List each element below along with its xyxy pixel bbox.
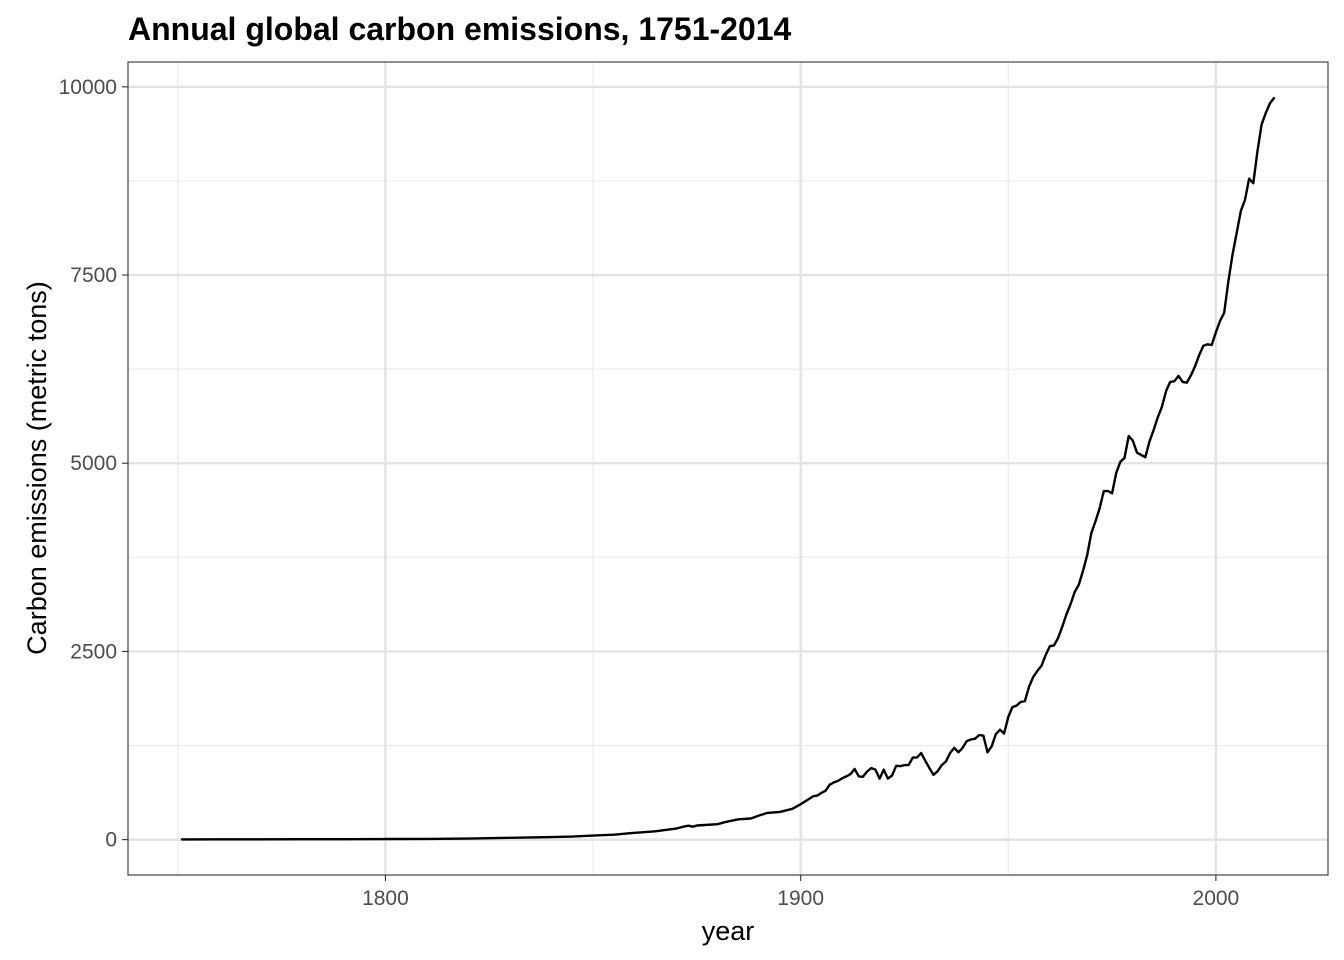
- y-tick-label: 7500: [70, 264, 117, 287]
- emissions-line: [180, 96, 1276, 841]
- x-axis: 1800 1900 2000: [362, 875, 1239, 910]
- chart-title: Annual global carbon emissions, 1751-201…: [128, 11, 792, 47]
- minor-gridlines: [128, 62, 1328, 875]
- y-axis-title: Carbon emissions (metric tons): [22, 281, 52, 655]
- x-axis-title: year: [702, 916, 755, 946]
- y-axis: 0 2500 5000 7500 10000: [59, 76, 128, 852]
- series-layer: [180, 96, 1276, 841]
- y-tick-label: 2500: [70, 640, 117, 663]
- y-tick-label: 10000: [59, 76, 117, 99]
- x-tick-label: 1800: [362, 887, 409, 910]
- plot-border: [127, 61, 1329, 876]
- x-tick-label: 1900: [777, 887, 824, 910]
- plot-background: [128, 62, 1328, 875]
- x-tick-label: 2000: [1193, 887, 1240, 910]
- y-tick-label: 5000: [70, 452, 117, 475]
- y-tick-label: 0: [105, 829, 117, 852]
